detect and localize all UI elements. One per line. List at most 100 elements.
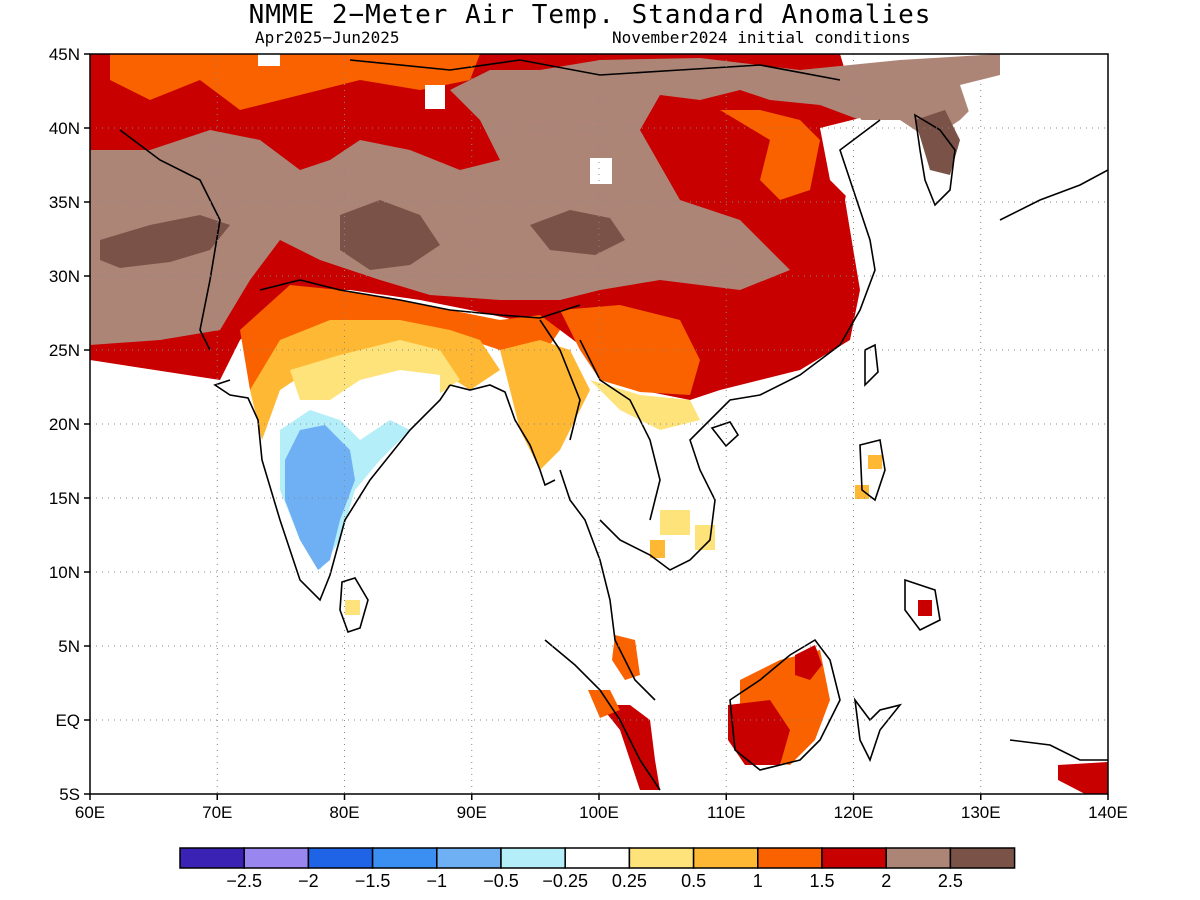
colorbar-label: −1: [427, 871, 448, 891]
colorbar-label: 1: [753, 871, 763, 891]
lon-label: 70E: [202, 803, 232, 822]
philippines-luzon: [859, 439, 886, 502]
missing-data-cell: [425, 85, 445, 109]
colorbar-label: −0.25: [542, 871, 588, 891]
colorbar-label: −2.5: [226, 871, 262, 891]
borneo: [729, 638, 841, 771]
region-west-brown: [90, 54, 1000, 345]
region-sumatra-orange: [588, 690, 620, 718]
region-sri-lanka-yellow: [345, 600, 360, 615]
region-tibet-dark: [340, 200, 440, 270]
colorbar-label: −0.5: [483, 871, 519, 891]
sri-lanka: [339, 577, 369, 634]
lat-label: 5S: [59, 785, 80, 804]
lat-label: 30N: [49, 267, 80, 286]
missing-data-ne: [820, 118, 880, 200]
colorbar-swatch: [821, 847, 887, 869]
colorbar-swatch: [436, 847, 502, 869]
region-n-india-orange: [240, 285, 560, 390]
region-luzon-orange-2: [855, 485, 869, 499]
lon-label: 110E: [707, 803, 745, 822]
new-guinea: [1009, 739, 1108, 761]
lat-label: 15N: [49, 489, 80, 508]
colorbar-labels: −2.5 −2 −1.5 −1 −0.5 −0.25 0.25 0.5 1 1.5 2 2.5: [226, 871, 962, 891]
border-indochina: [579, 339, 661, 521]
lon-label: 90E: [457, 803, 487, 822]
colorbar-label: 0.5: [681, 871, 706, 891]
colorbar-swatch: [179, 847, 245, 869]
lat-label: EQ: [55, 711, 80, 730]
lat-label: 40N: [49, 119, 80, 138]
lon-label: 80E: [329, 803, 359, 822]
india-coast: [213, 379, 451, 602]
region-vietnam-yellow: [695, 525, 715, 550]
region-new-guinea-red: [1058, 762, 1108, 794]
lon-label: 60E: [75, 803, 105, 822]
region-borneo-red: [728, 700, 790, 765]
forecast-period: Apr2025−Jun2025: [255, 28, 400, 47]
korea: [913, 113, 956, 207]
region-india-light-blue: [285, 425, 355, 570]
colorbar: [179, 847, 1016, 869]
lat-label: 35N: [49, 193, 80, 212]
lon-label: 140E: [1088, 803, 1128, 822]
bay-of-bengal-north: [449, 384, 556, 487]
colorbar-swatch: [243, 847, 310, 869]
coastlines: [119, 59, 1108, 791]
lat-label: 5N: [58, 637, 80, 656]
himalaya-border: [259, 279, 581, 319]
philippines-mindanao: [904, 578, 941, 632]
border-pak-afg: [119, 129, 221, 351]
taiwan: [864, 343, 879, 387]
lon-label: 100E: [579, 803, 619, 822]
missing-data-cell: [590, 158, 612, 184]
china-coast: [759, 119, 881, 396]
colorbar-label: 2: [881, 871, 891, 891]
region-nw-orange: [110, 54, 480, 110]
region-luzon-orange: [868, 455, 882, 469]
sulawesi: [853, 697, 903, 763]
colorbar-swatch: [628, 847, 695, 869]
japan: [999, 169, 1108, 221]
region-mindanao-red: [918, 600, 932, 616]
border-myanmar: [539, 319, 581, 441]
colorbar-label: −1.5: [355, 871, 391, 891]
hainan: [710, 421, 740, 448]
colorbar-swatch: [564, 847, 631, 869]
colorbar-swatch: [949, 847, 1016, 869]
region-india-white: [360, 370, 440, 430]
map-title: NMME 2−Meter Air Temp. Standard Anomalie…: [248, 0, 932, 30]
colorbar-label: −2: [298, 871, 319, 891]
colorbar-swatch: [371, 847, 438, 869]
colorbar-label: 0.25: [612, 871, 647, 891]
lat-label: 45N: [49, 45, 80, 64]
colorbar-swatch: [692, 847, 759, 869]
region-cambodia-yellow: [660, 510, 690, 535]
sumatra: [544, 639, 661, 791]
longitude-labels: 60E 70E 80E 90E 100E 110E 120E 130E 140E: [75, 794, 1128, 822]
gulf-thailand: [599, 394, 761, 571]
lat-label: 25N: [49, 341, 80, 360]
lon-label: 130E: [961, 803, 1001, 822]
indochina-coast: [559, 469, 656, 701]
region-afghan-dark: [100, 215, 230, 268]
latitude-labels: 45N 40N 35N 30N 25N 20N 15N 10N 5N EQ 5S: [49, 45, 90, 804]
lat-label: 20N: [49, 415, 80, 434]
missing-data-cell: [258, 54, 280, 66]
colorbar-swatch: [500, 847, 566, 869]
anomaly-shading: [90, 54, 1108, 794]
colorbar-swatch: [307, 847, 374, 869]
initial-conditions: November2024 initial conditions: [612, 28, 911, 47]
region-cambodia-orange: [650, 540, 665, 558]
region-korea-dark: [915, 110, 960, 175]
region-myanmar-orange: [500, 340, 590, 470]
colorbar-label: 1.5: [809, 871, 834, 891]
region-borneo-red-2: [795, 645, 822, 680]
lon-label: 120E: [834, 803, 874, 822]
colorbar-swatch: [885, 847, 952, 869]
border-china-mongolia: [349, 59, 841, 81]
missing-data-japan-sea: [955, 54, 1108, 215]
colorbar-swatch: [757, 847, 823, 869]
lat-label: 10N: [49, 563, 80, 582]
